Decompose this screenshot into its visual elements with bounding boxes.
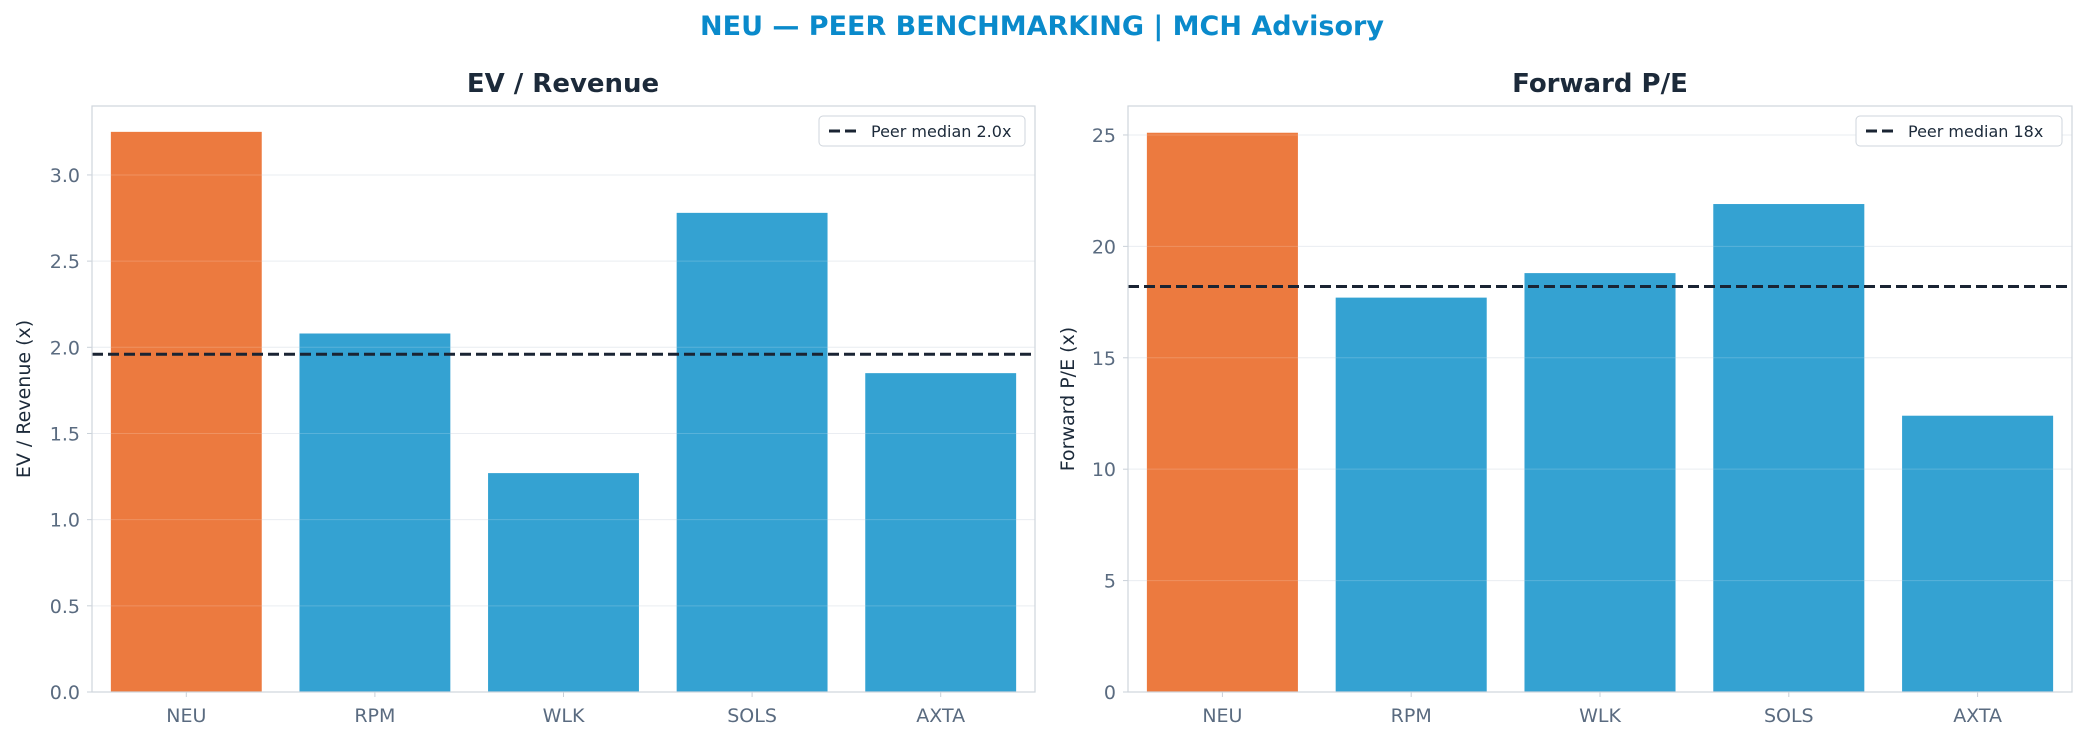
y-axis-label: EV / Revenue (x) — [13, 320, 35, 478]
y-tick-label: 1.5 — [50, 423, 80, 445]
bar-rpm — [299, 333, 451, 692]
chart-forward-pe: NEU RPM WLK SOLS AXTA 0 5 10 15 20 25 Forward P/E Fo… — [1057, 69, 2073, 727]
legend-box — [1855, 115, 2063, 147]
legend: Peer median 2.0x — [818, 115, 1026, 147]
y-tick-label: 0 — [1104, 682, 1116, 704]
x-tick-label: AXTA — [1953, 705, 2002, 727]
x-tick-label: WLK — [1579, 705, 1621, 727]
bar-rpm — [1335, 297, 1487, 692]
x-tick-label: NEU — [1202, 705, 1242, 727]
y-tick-label: 15 — [1092, 348, 1116, 370]
x-tick-label: RPM — [354, 705, 395, 727]
bar-neu — [110, 131, 262, 693]
bar-neu — [1146, 132, 1298, 692]
y-tick-label: 0.0 — [50, 682, 80, 704]
x-tick-label: SOLS — [1764, 705, 1814, 727]
plot-frame — [1127, 105, 2073, 693]
chart-title: EV / Revenue — [467, 69, 659, 99]
x-tick-label: NEU — [166, 705, 206, 727]
legend-label: Peer median 2.0x — [871, 122, 1011, 141]
chart-title: Forward P/E — [1512, 69, 1688, 99]
bar-wlk — [1524, 273, 1676, 692]
legend-box — [818, 115, 1026, 147]
y-tick-label: 10 — [1092, 459, 1116, 481]
y-tick-label: 5 — [1104, 571, 1116, 593]
legend-label: Peer median 18x — [1908, 122, 2043, 141]
y-axis-label: Forward P/E (x) — [1057, 327, 1079, 471]
plot-frame — [91, 105, 1036, 693]
bar-wlk — [488, 473, 639, 692]
y-tick-label: 0.5 — [50, 596, 80, 618]
figure-title: NEU — PEER BENCHMARKING | MCH Advisory — [700, 11, 1384, 42]
x-tick-label: RPM — [1391, 705, 1432, 727]
bar-axta — [1902, 415, 2054, 692]
x-tick-label: AXTA — [916, 705, 965, 727]
y-tick-label: 1.0 — [50, 510, 80, 532]
bar-sols — [676, 212, 828, 692]
x-tick-label: SOLS — [727, 705, 777, 727]
y-tick-label: 3.0 — [50, 165, 80, 187]
y-tick-label: 2.5 — [50, 251, 80, 273]
y-tick-label: 20 — [1092, 236, 1116, 258]
y-tick-label: 2.0 — [50, 337, 80, 359]
x-tick-label: WLK — [543, 705, 585, 727]
bar-sols — [1713, 204, 1865, 692]
legend: Peer median 18x — [1855, 115, 2063, 147]
y-tick-label: 25 — [1092, 125, 1116, 147]
chart-ev-revenue: NEU RPM WLK SOLS AXTA 0.0 0.5 1.0 1.5 2.0 2.5 3.0 EV… — [13, 69, 1036, 727]
bar-axta — [865, 373, 1017, 692]
